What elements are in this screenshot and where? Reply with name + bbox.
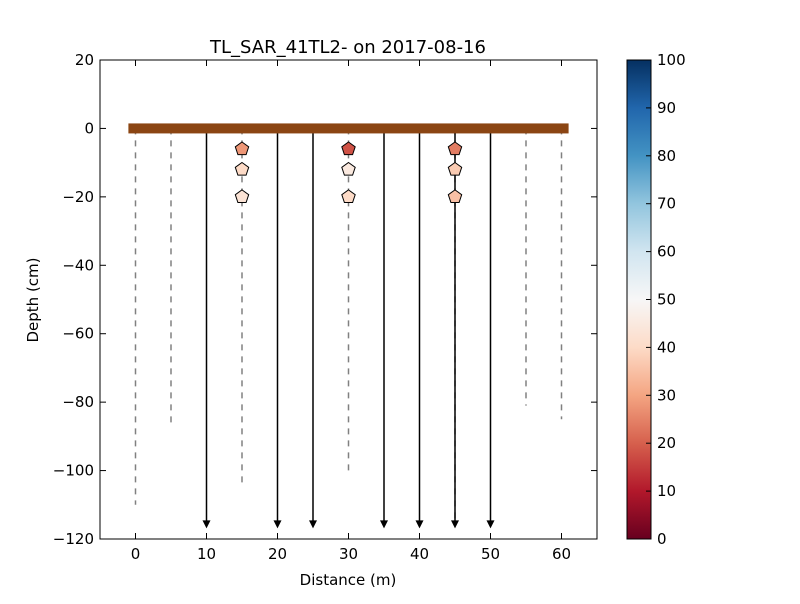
arrow-head-icon (273, 520, 282, 529)
data-point (447, 189, 463, 203)
arrow-head-icon (309, 520, 317, 529)
axes: 0 10 20 30 40 50 60 20 0 −20 −40 −60 −80 −100 −120 (53, 51, 597, 563)
arrow-head-icon (486, 520, 495, 529)
colorbar (626, 59, 652, 540)
colorbar-tick-label: 50 (657, 291, 676, 309)
y-tick-label: −100 (53, 462, 94, 480)
y-tick-label: −40 (62, 256, 94, 274)
y-tick-label: 20 (75, 51, 94, 69)
chart-title: TL_SAR_41TL2- on 2017-08-16 (209, 37, 486, 58)
arrow-head-icon (415, 520, 424, 529)
colorbar-tick-label: 90 (657, 99, 676, 117)
data-point (234, 141, 250, 156)
colorbar-tick-label: 80 (657, 147, 676, 165)
x-axis-label: Distance (m) (300, 571, 397, 589)
colorbar-tick-label: 60 (657, 243, 676, 261)
x-tick-label: 50 (481, 545, 500, 563)
data-point (341, 161, 356, 176)
colorbar-tick-label: 100 (657, 51, 686, 69)
colorbar-tick-label: 20 (657, 434, 676, 452)
colorbar-tick-label: 30 (657, 386, 676, 404)
arrow-head-icon (202, 520, 211, 529)
arrow-head-icon (380, 520, 388, 529)
y-tick-label: 0 (84, 119, 94, 137)
data-point (341, 189, 356, 203)
x-tick-label: 10 (197, 545, 216, 563)
colorbar-tick-label: 0 (657, 530, 667, 548)
data-point (234, 161, 250, 176)
data-point (447, 141, 463, 156)
arrow-head-icon (451, 520, 459, 529)
plot-area (128, 123, 569, 529)
x-tick-label: 20 (268, 545, 287, 563)
data-point (234, 189, 250, 203)
x-tick-label: 60 (552, 545, 571, 563)
colorbar-tick-label: 10 (657, 482, 676, 500)
x-tick-label: 0 (131, 545, 141, 563)
data-point (447, 161, 463, 176)
y-tick-label: −80 (62, 393, 94, 411)
colorbar-ticks: 0 10 20 30 40 50 60 70 80 90 100 (646, 51, 686, 548)
colorbar-tick-label: 40 (657, 338, 676, 356)
y-axis-label: Depth (cm) (24, 257, 42, 342)
x-tick-label: 40 (410, 545, 429, 563)
colorbar-tick-label: 70 (657, 195, 676, 213)
y-tick-label: −20 (62, 188, 94, 206)
y-tick-label: −120 (53, 530, 94, 548)
ground-surface (128, 123, 569, 134)
x-tick-label: 30 (339, 545, 358, 563)
y-tick-label: −60 (62, 325, 94, 343)
data-point (341, 141, 356, 156)
